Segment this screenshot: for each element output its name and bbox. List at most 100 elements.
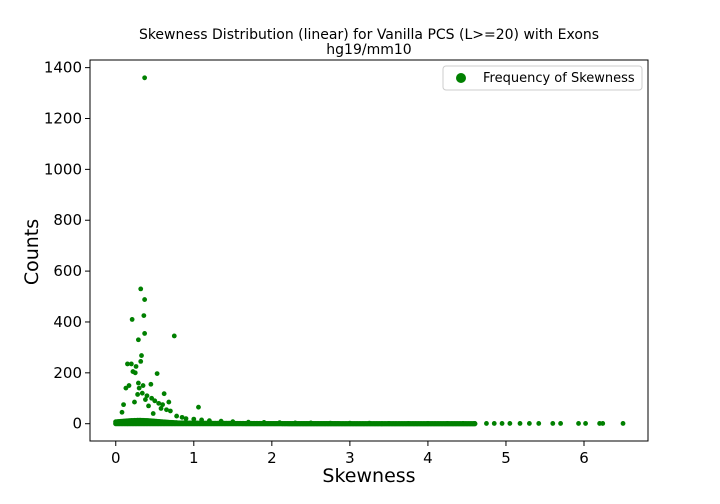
x-tick-label: 2 [267, 449, 277, 467]
data-point [472, 421, 478, 426]
data-point [136, 385, 142, 391]
data-point [142, 75, 148, 81]
data-point [152, 398, 158, 404]
data-point [135, 392, 141, 397]
data-point [144, 393, 150, 399]
y-tick-label: 800 [53, 211, 82, 229]
data-point [132, 370, 138, 376]
x-axis-ticks: 0 1 2 3 4 5 6 [111, 441, 589, 467]
data-point [484, 421, 489, 426]
data-point [158, 406, 164, 411]
data-point [386, 421, 392, 426]
legend-box [442, 65, 643, 91]
x-tick-label: 6 [579, 449, 589, 467]
data-point [327, 420, 333, 426]
data-point [196, 404, 201, 410]
data-point [218, 418, 224, 424]
y-axis-label: Counts [21, 219, 43, 285]
data-point [536, 421, 542, 426]
data-point [143, 397, 148, 402]
data-point [125, 361, 130, 367]
data-point [292, 420, 298, 426]
data-point [347, 420, 353, 426]
data-point [425, 421, 431, 426]
data-point [491, 421, 497, 426]
data-point [308, 420, 314, 426]
x-axis-label: Skewness [322, 465, 415, 487]
y-tick-label: 1400 [44, 59, 82, 77]
data-point [138, 286, 144, 292]
data-point [550, 421, 556, 426]
y-tick-label: 1200 [44, 109, 82, 127]
data-point [148, 381, 154, 387]
data-point [156, 400, 162, 406]
data-point [191, 416, 197, 422]
y-axis-ticks: 0 200 400 600 800 1000 1200 1400 [44, 59, 90, 433]
data-point [600, 421, 606, 426]
data-point [135, 380, 141, 386]
x-tick-label: 4 [423, 449, 433, 467]
data-point [166, 399, 172, 405]
legend-marker [456, 73, 466, 83]
legend: Frequency of Skewness [442, 65, 643, 91]
data-point [132, 399, 137, 405]
data-point [164, 407, 169, 413]
data-point [507, 421, 513, 426]
data-point [135, 337, 141, 343]
y-tick-label: 200 [53, 364, 82, 382]
data-point [277, 420, 283, 426]
data-point [558, 421, 563, 426]
data-point [183, 416, 189, 422]
legend-label: Frequency of Skewness [483, 71, 635, 86]
y-tick-label: 1000 [44, 160, 82, 178]
data-point [146, 403, 151, 409]
data-point [160, 402, 165, 408]
data-point [154, 371, 160, 377]
data-point [141, 313, 147, 319]
data-point [517, 421, 523, 426]
data-point [129, 317, 135, 322]
y-tick-label: 0 [72, 415, 82, 433]
data-point [174, 413, 180, 419]
data-point [138, 358, 144, 364]
data-point [460, 421, 466, 426]
data-point [139, 390, 145, 396]
data-point [445, 421, 450, 426]
data-point [150, 411, 156, 416]
data-point [121, 402, 126, 408]
data-point [230, 419, 236, 425]
data-point [261, 420, 267, 425]
data-point [171, 333, 177, 339]
data-point [576, 421, 581, 426]
data-points [119, 75, 626, 426]
data-point [161, 391, 167, 397]
data-point [119, 409, 125, 415]
x-tick-label: 5 [501, 449, 511, 467]
data-point [199, 417, 205, 423]
data-point [526, 421, 532, 426]
data-point [142, 331, 148, 336]
data-point [366, 420, 372, 426]
data-point [499, 421, 505, 426]
data-point [139, 353, 144, 358]
x-tick-label: 1 [189, 449, 199, 467]
y-tick-label: 600 [53, 262, 82, 280]
x-tick-label: 0 [111, 449, 121, 467]
data-point [620, 421, 626, 426]
data-point [246, 419, 251, 425]
data-point [133, 364, 139, 369]
x-tick-label: 3 [345, 449, 355, 467]
data-point [583, 421, 588, 426]
plot-frame [89, 59, 649, 442]
y-tick-label: 400 [53, 313, 82, 331]
data-point [406, 421, 411, 426]
chart-title: Skewness Distribution (linear) for Vanil… [139, 27, 599, 43]
chart-subtitle: hg19/mm10 [326, 42, 411, 58]
data-point [167, 408, 173, 414]
data-point [179, 414, 185, 420]
data-point [140, 383, 146, 388]
data-point [123, 385, 129, 391]
data-point [207, 418, 212, 424]
data-point [142, 297, 148, 302]
